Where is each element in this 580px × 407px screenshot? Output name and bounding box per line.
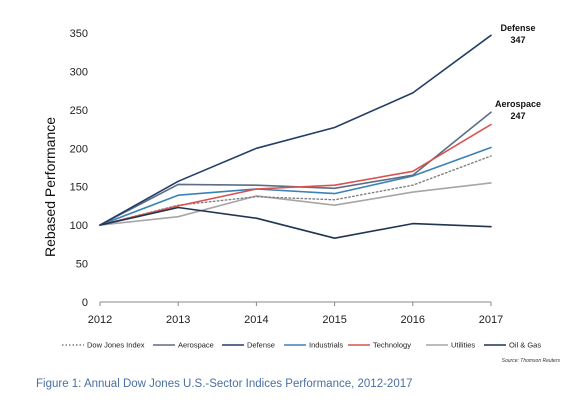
y-tick-label: 300 (70, 66, 88, 78)
legend-label: Technology (373, 341, 411, 350)
legend-label: Defense (247, 341, 275, 350)
chart-legend: Dow Jones Index Aerospace Defense Industria… (62, 341, 541, 350)
x-tick-label: 2012 (88, 314, 112, 326)
figure-caption: Figure 1: Annual Dow Jones U.S.-Sector I… (36, 378, 413, 390)
y-tick-label: 350 (70, 28, 88, 40)
annotation-value: 247 (510, 111, 525, 121)
legend-label: Dow Jones Index (87, 341, 145, 350)
annotation-value: 347 (510, 35, 525, 45)
x-tick-label: 2015 (322, 314, 346, 326)
y-tick-label: 250 (70, 105, 88, 117)
chart-axes: 0 50 100 150 200 250 300 350 2012 2013 2014 2015 201… (70, 28, 504, 326)
y-tick-label: 50 (76, 259, 88, 271)
x-tick-label: 2016 (401, 314, 425, 326)
x-tick-label: 2017 (479, 314, 503, 326)
x-tick-label: 2014 (244, 314, 268, 326)
legend-label: Utilities (451, 341, 475, 350)
y-tick-label: 150 (70, 182, 88, 194)
y-tick-label: 200 (70, 143, 88, 155)
y-tick-label: 0 (82, 297, 88, 309)
annotation-label: Defense (500, 23, 535, 33)
source-note: Source: Thomson Reuters (502, 358, 561, 364)
y-axis-label: Rebased Performance (42, 117, 58, 257)
legend-label: Industrials (309, 341, 343, 350)
series-line-utilities (99, 182, 492, 226)
chart-annotations: Defense 347 Aerospace 247 (495, 23, 541, 121)
x-tick-label: 2013 (166, 314, 190, 326)
series-line-technology (99, 123, 492, 226)
y-tick-label: 100 (70, 220, 88, 232)
series-line-oil-gas (99, 206, 492, 239)
series-line-industrials (99, 146, 492, 226)
annotation-label: Aerospace (495, 99, 541, 109)
legend-label: Aerospace (178, 341, 214, 350)
series-line-defense (99, 34, 492, 226)
chart-series (99, 34, 492, 239)
legend-label: Oil & Gas (509, 341, 541, 350)
